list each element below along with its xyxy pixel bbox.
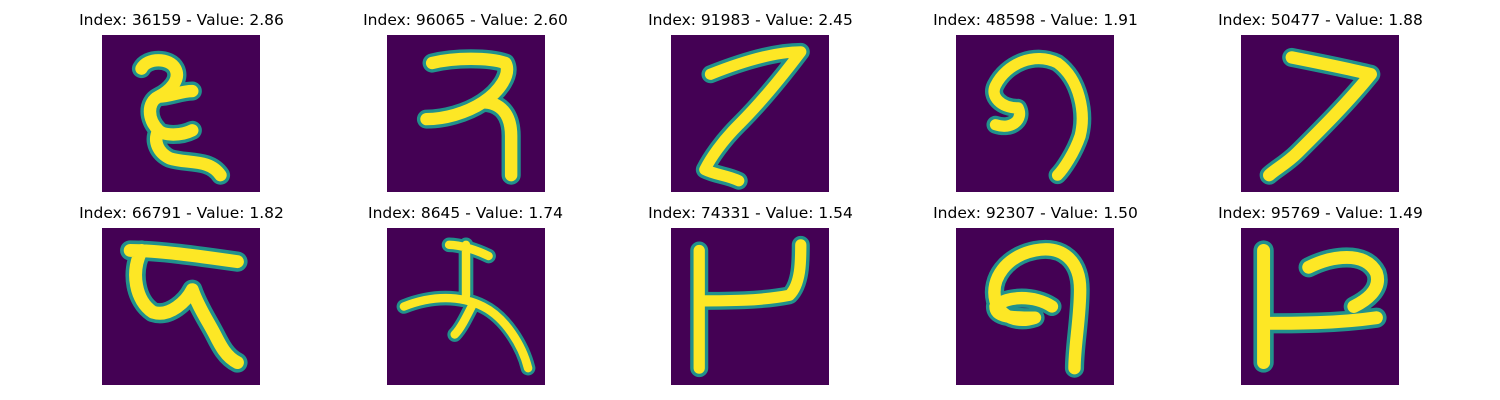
glyph-image — [956, 228, 1114, 385]
panel: Index: 96065 - Value: 2.60 — [323, 11, 608, 201]
panel-title: Index: 74331 - Value: 1.54 — [648, 204, 853, 222]
panel: Index: 66791 - Value: 1.82 — [39, 204, 324, 394]
panel: Index: 36159 - Value: 2.86 — [39, 11, 324, 201]
panel-title: Index: 96065 - Value: 2.60 — [363, 11, 568, 29]
panel-title: Index: 8645 - Value: 1.74 — [368, 204, 563, 222]
panel: Index: 95769 - Value: 1.49 — [1178, 204, 1463, 394]
panel: Index: 92307 - Value: 1.50 — [893, 204, 1178, 394]
panel: Index: 48598 - Value: 1.91 — [893, 11, 1178, 201]
glyph-image — [387, 35, 545, 192]
panel-title: Index: 92307 - Value: 1.50 — [933, 204, 1138, 222]
glyph-image — [671, 228, 829, 385]
glyph-image — [1241, 35, 1399, 192]
panel-title: Index: 48598 - Value: 1.91 — [933, 11, 1138, 29]
panel-title: Index: 66791 - Value: 1.82 — [79, 204, 284, 222]
panel: Index: 50477 - Value: 1.88 — [1178, 11, 1463, 201]
glyph-image — [387, 228, 545, 385]
glyph-image — [102, 35, 260, 192]
glyph-image — [102, 228, 260, 385]
glyph-image — [956, 35, 1114, 192]
panel: Index: 8645 - Value: 1.74 — [323, 204, 608, 394]
panel-title: Index: 91983 - Value: 2.45 — [648, 11, 853, 29]
glyph-image — [1241, 228, 1399, 385]
panel-title: Index: 36159 - Value: 2.86 — [79, 11, 284, 29]
glyph-image — [671, 35, 829, 192]
panel-title: Index: 50477 - Value: 1.88 — [1218, 11, 1423, 29]
panel-title: Index: 95769 - Value: 1.49 — [1218, 204, 1423, 222]
panel: Index: 74331 - Value: 1.54 — [608, 204, 893, 394]
panel: Index: 91983 - Value: 2.45 — [608, 11, 893, 201]
